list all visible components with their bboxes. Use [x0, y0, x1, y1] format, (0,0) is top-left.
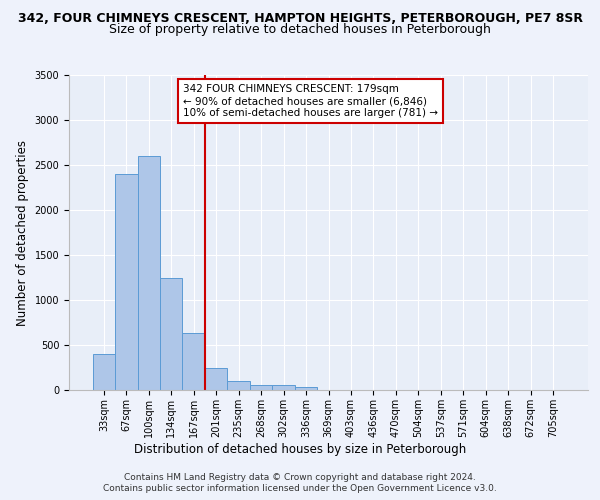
Bar [227, 381, 250, 390]
Bar [160, 278, 182, 390]
Text: Contains HM Land Registry data © Crown copyright and database right 2024.: Contains HM Land Registry data © Crown c… [124, 472, 476, 482]
Text: Distribution of detached houses by size in Peterborough: Distribution of detached houses by size … [134, 442, 466, 456]
Bar [92, 354, 115, 390]
Bar [205, 368, 227, 390]
Bar [295, 388, 317, 390]
Bar [250, 384, 272, 390]
Text: Size of property relative to detached houses in Peterborough: Size of property relative to detached ho… [109, 22, 491, 36]
Y-axis label: Number of detached properties: Number of detached properties [16, 140, 29, 326]
Bar [272, 385, 295, 390]
Text: 342 FOUR CHIMNEYS CRESCENT: 179sqm
← 90% of detached houses are smaller (6,846)
: 342 FOUR CHIMNEYS CRESCENT: 179sqm ← 90%… [183, 84, 438, 117]
Text: Contains public sector information licensed under the Open Government Licence v3: Contains public sector information licen… [103, 484, 497, 493]
Bar [182, 334, 205, 390]
Bar [115, 174, 137, 390]
Bar [137, 156, 160, 390]
Text: 342, FOUR CHIMNEYS CRESCENT, HAMPTON HEIGHTS, PETERBOROUGH, PE7 8SR: 342, FOUR CHIMNEYS CRESCENT, HAMPTON HEI… [17, 12, 583, 26]
